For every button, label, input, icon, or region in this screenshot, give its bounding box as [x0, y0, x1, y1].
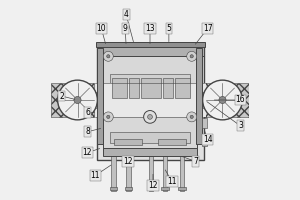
Circle shape: [187, 112, 197, 122]
Circle shape: [107, 115, 110, 118]
Bar: [98, 44, 204, 160]
Text: 14: 14: [203, 135, 212, 144]
Bar: [141, 78, 161, 98]
Text: 12: 12: [123, 157, 133, 166]
Bar: [98, 45, 204, 56]
Bar: [110, 132, 190, 143]
Bar: [202, 118, 207, 128]
Text: 17: 17: [203, 24, 212, 33]
Bar: [163, 78, 173, 98]
Text: 8: 8: [85, 127, 90, 136]
Text: 4: 4: [124, 10, 129, 19]
Bar: [126, 156, 130, 191]
Text: 6: 6: [85, 108, 90, 117]
Bar: [112, 78, 127, 98]
Bar: [202, 140, 207, 146]
Text: 3: 3: [238, 121, 243, 130]
Circle shape: [103, 51, 113, 61]
Text: 16: 16: [236, 95, 245, 104]
Bar: [129, 78, 139, 98]
Bar: [110, 74, 190, 100]
Bar: [147, 187, 155, 190]
Bar: [114, 139, 142, 145]
Circle shape: [103, 112, 113, 122]
Bar: [95, 83, 206, 117]
Circle shape: [219, 96, 226, 104]
Bar: [163, 156, 167, 191]
Bar: [196, 48, 202, 144]
Text: 12: 12: [83, 148, 92, 157]
Bar: [110, 187, 117, 190]
Text: 11: 11: [167, 177, 177, 186]
Bar: [158, 139, 186, 145]
Bar: [180, 156, 184, 191]
Bar: [178, 187, 186, 190]
Bar: [51, 83, 94, 117]
Bar: [205, 83, 249, 117]
Text: 12: 12: [148, 181, 158, 190]
Bar: [96, 42, 205, 47]
Text: 7: 7: [193, 157, 198, 166]
Bar: [197, 92, 205, 108]
Bar: [124, 187, 132, 190]
Circle shape: [58, 80, 98, 120]
Bar: [98, 48, 103, 144]
Circle shape: [187, 51, 197, 61]
Text: 5: 5: [167, 24, 171, 33]
Circle shape: [190, 55, 193, 58]
Text: 13: 13: [145, 24, 155, 33]
Bar: [111, 156, 116, 191]
Text: 9: 9: [123, 24, 128, 33]
Text: 11: 11: [91, 171, 100, 180]
Circle shape: [107, 55, 110, 58]
Bar: [161, 187, 169, 190]
Circle shape: [74, 96, 81, 104]
Circle shape: [144, 111, 156, 123]
Circle shape: [190, 115, 193, 118]
Bar: [103, 46, 197, 150]
Bar: [103, 148, 197, 156]
Circle shape: [148, 114, 152, 119]
Bar: [175, 78, 190, 98]
Text: 2: 2: [59, 92, 64, 101]
Text: 10: 10: [97, 24, 106, 33]
Bar: [95, 92, 103, 108]
Circle shape: [202, 80, 242, 120]
Bar: [149, 156, 153, 191]
